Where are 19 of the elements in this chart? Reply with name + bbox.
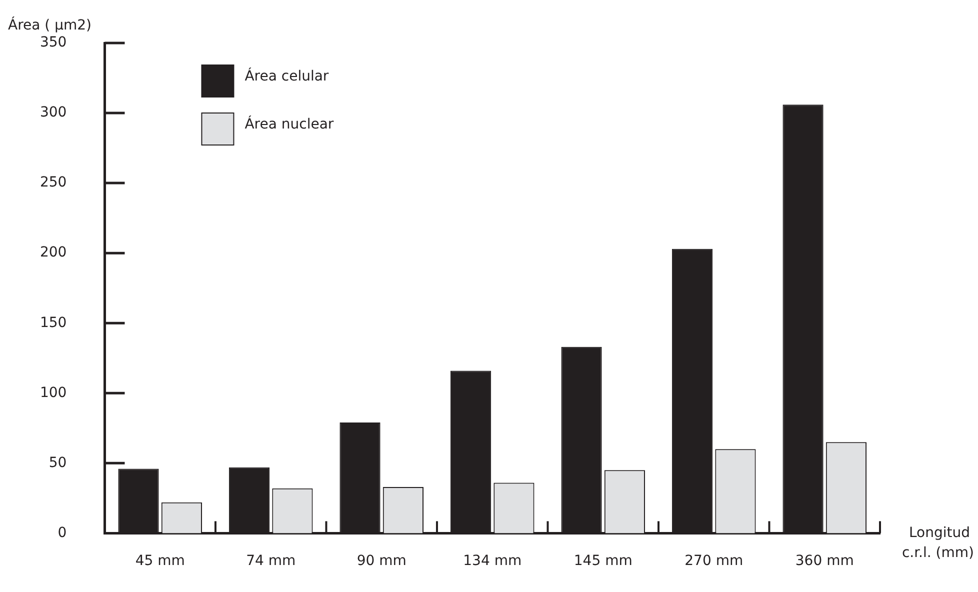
- x-tick-label: 134 mm: [463, 553, 522, 570]
- y-tick-label: 250: [40, 174, 67, 191]
- y-tick-label: 350: [40, 34, 67, 51]
- legend-label: Área celular: [244, 68, 329, 85]
- y-tick-label: 0: [58, 524, 67, 541]
- y-tick-label: 150: [40, 314, 67, 331]
- x-tick-label: 145 mm: [574, 553, 632, 570]
- y-tick-label: 50: [48, 454, 67, 471]
- x-tick-label: 270 mm: [684, 553, 744, 570]
- y-axis-title: Área ( µm2): [8, 16, 92, 34]
- x-tick-label: 74 mm: [246, 553, 296, 570]
- y-tick-label: 100: [40, 384, 67, 401]
- x-tick-label: 360 mm: [795, 553, 854, 570]
- x-tick-label: 45 mm: [135, 553, 185, 570]
- y-tick-label: 200: [40, 244, 67, 261]
- x-axis-title: Longitud c.r.l. (mm): [902, 524, 974, 561]
- y-tick-label: 300: [40, 104, 67, 121]
- legend-label: Área nuclear: [244, 116, 334, 133]
- x-tick-label: 90 mm: [356, 553, 406, 570]
